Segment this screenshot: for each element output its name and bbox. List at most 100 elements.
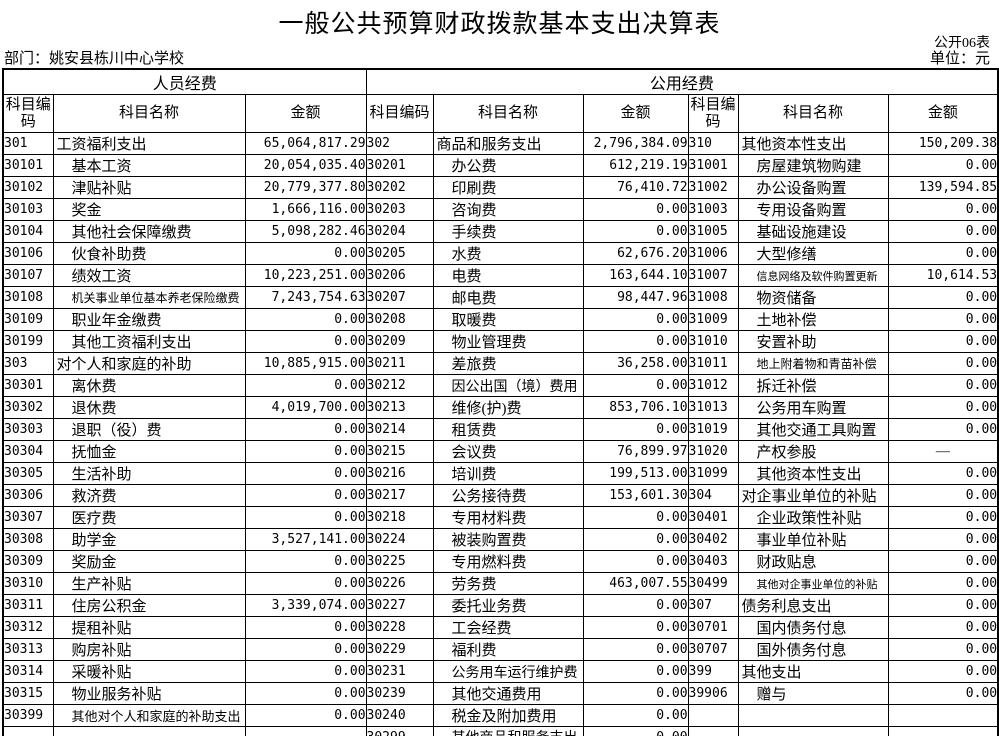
subject-code-cell: 30305 (2, 462, 54, 485)
subject-name-cell: 公务用车购置 (737, 396, 889, 419)
subject-name-cell: 事业单位补贴 (737, 528, 889, 551)
amount-cell: 0.00 (887, 462, 999, 485)
col-header-amount: 金额 (582, 94, 689, 133)
amount-cell: 0.00 (887, 396, 999, 419)
amount-cell: 0.00 (244, 374, 367, 397)
subject-name-cell: 对企事业单位的补贴 (737, 484, 889, 507)
subject-name-cell: 劳务费 (432, 572, 584, 595)
amount-cell: 1,666,116.00 (244, 198, 367, 221)
amount-cell: 0.00 (582, 528, 689, 551)
amount-cell: 0.00 (244, 418, 367, 441)
amount-cell (887, 726, 999, 736)
amount-cell: 0.00 (244, 704, 367, 727)
col-header-amount: 金额 (244, 94, 367, 133)
subject-code-cell: 304 (687, 484, 739, 507)
subject-code-cell: 30215 (365, 440, 434, 463)
amount-cell: 0.00 (582, 638, 689, 661)
subject-name-cell: 其他交通工具购置 (737, 418, 889, 441)
amount-cell: 0.00 (887, 572, 999, 595)
table-row: 303 对个人和家庭的补助 10,885,915.00 30211 差旅费 36,258.… (2, 352, 999, 375)
subject-code-cell: 30303 (2, 418, 54, 441)
subject-name-cell: 津贴补贴 (52, 176, 246, 199)
table-row: 30399 其他对个人和家庭的补助支出 0.00 30240 税金及附加费用 0.00 (2, 704, 999, 727)
amount-cell: 0.00 (887, 616, 999, 639)
amount-cell: 98,447.96 (582, 286, 689, 309)
amount-cell: 153,601.30 (582, 484, 689, 507)
table-row: 30102 津贴补贴 20,779,377.80 30202 印刷费 76,410.72 3… (2, 176, 999, 199)
amount-cell: 65,064,817.29 (244, 132, 367, 155)
subject-code-cell: 31006 (687, 242, 739, 265)
amount-cell: 0.00 (244, 484, 367, 507)
subject-name-cell: 工会经费 (432, 616, 584, 639)
subject-code-cell: 30301 (2, 374, 54, 397)
amount-cell: 7,243,754.63 (244, 286, 367, 309)
col-header-subject-code: 科目编码 (365, 94, 434, 133)
subject-code-cell: 30217 (365, 484, 434, 507)
amount-cell: 853,706.10 (582, 396, 689, 419)
subject-code-cell: 307 (687, 594, 739, 617)
subject-name-cell: 产权参股 (737, 440, 889, 463)
subject-name-cell: 安置补助 (737, 330, 889, 353)
subject-code-cell: 30226 (365, 572, 434, 595)
table-row: 30104 其他社会保障缴费 5,098,282.46 30204 手续费 0.00 310… (2, 220, 999, 243)
subject-name-cell: 办公设备购置 (737, 176, 889, 199)
subject-name-cell: 其他支出 (737, 660, 889, 683)
subject-name-cell: 房屋建筑物购建 (737, 154, 889, 177)
amount-cell: 0.00 (887, 242, 999, 265)
subject-code-cell: 30302 (2, 396, 54, 419)
subject-name-cell: 会议费 (432, 440, 584, 463)
subject-name-cell: 培训费 (432, 462, 584, 485)
subject-name-cell: 拆迁补偿 (737, 374, 889, 397)
subject-code-cell: 30399 (2, 704, 54, 727)
amount-cell: 0.00 (244, 242, 367, 265)
subject-code-cell: 30315 (2, 682, 54, 705)
subject-name-cell: 抚恤金 (52, 440, 246, 463)
subject-code-cell: 30106 (2, 242, 54, 265)
subject-code-cell: 30103 (2, 198, 54, 221)
amount-cell: 76,410.72 (582, 176, 689, 199)
amount-cell: 0.00 (887, 374, 999, 397)
subject-name-cell: 其他商品和服务支出 (432, 726, 584, 736)
group-header-row: 人员经费 公用经费 (2, 68, 999, 95)
subject-name-cell: 被装购置费 (432, 528, 584, 551)
amount-cell: 0.00 (887, 638, 999, 661)
subject-name-cell: 伙食补助费 (52, 242, 246, 265)
unit-label: 单位：元 (929, 51, 990, 67)
subject-name-cell: 奖金 (52, 198, 246, 221)
amount-cell: 10,614.53 (887, 264, 999, 287)
subject-name-cell: 土地补偿 (737, 308, 889, 331)
subject-code-cell: 30299 (365, 726, 434, 736)
subject-code-cell: 301 (2, 132, 54, 155)
subject-code-cell: 30108 (2, 286, 54, 309)
amount-cell: 0.00 (582, 550, 689, 573)
subject-code-cell: 30701 (687, 616, 739, 639)
subject-name-cell: 助学金 (52, 528, 246, 551)
subject-code-cell: 30240 (365, 704, 434, 727)
subject-code-cell: 30202 (365, 176, 434, 199)
table-row: 30306 救济费 0.00 30217 公务接待费 153,601.30 304 对企事业单… (2, 484, 999, 507)
subject-name-cell: 采暖补贴 (52, 660, 246, 683)
subject-name-cell: 医疗费 (52, 506, 246, 529)
col-header-subject-code: 科目编码 (687, 94, 739, 133)
subject-code-cell: 30212 (365, 374, 434, 397)
subject-code-cell: 31009 (687, 308, 739, 331)
subject-name-cell: 其他对个人和家庭的补助支出 (52, 704, 246, 727)
table-row: 30109 职业年金缴费 0.00 30208 取暖费 0.00 31009 土地补偿 0.00 (2, 308, 999, 331)
subject-code-cell: 30309 (2, 550, 54, 573)
amount-cell: 0.00 (887, 594, 999, 617)
subject-name-cell: 其他资本性支出 (737, 462, 889, 485)
subject-code-cell: 31003 (687, 198, 739, 221)
subject-code-cell: 31099 (687, 462, 739, 485)
amount-cell: 0.00 (582, 374, 689, 397)
subject-name-cell: 委托业务费 (432, 594, 584, 617)
subject-code-cell: 30306 (2, 484, 54, 507)
subject-name-cell: 其他交通费用 (432, 682, 584, 705)
subject-name-cell: 国内债务付息 (737, 616, 889, 639)
table-row: 30299其他商品和服务支出0.00 (2, 726, 999, 736)
subject-code-cell: 31011 (687, 352, 739, 375)
amount-cell: 20,779,377.80 (244, 176, 367, 199)
subject-name-cell: 大型修缮 (737, 242, 889, 265)
subject-code-cell: 30312 (2, 616, 54, 639)
subject-name-cell: 救济费 (52, 484, 246, 507)
